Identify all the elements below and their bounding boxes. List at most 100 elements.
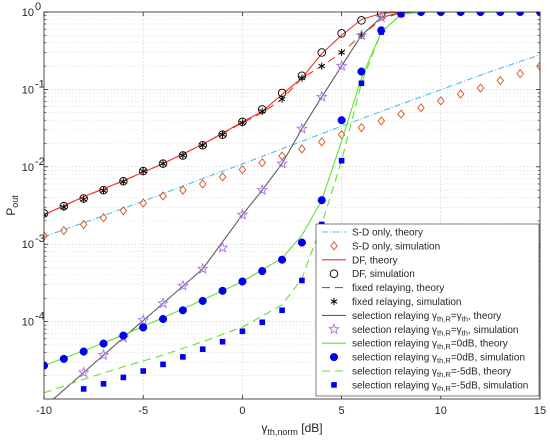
- data-point: [299, 277, 305, 284]
- data-point: [180, 354, 186, 360]
- data-point: [298, 74, 306, 82]
- y-tick-exponent: 0: [35, 1, 41, 13]
- legend-entry: selection relaying γth,R=0dB, theory: [322, 339, 508, 352]
- legend-entry: fixed relaying, simulation: [330, 297, 462, 308]
- data-point: [315, 90, 328, 102]
- data-point: [256, 183, 269, 196]
- data-point: [179, 185, 187, 195]
- data-point: [457, 12, 464, 15]
- y-tick-exponent: -4: [35, 311, 45, 323]
- legend-label: fixed relaying, theory: [352, 283, 444, 294]
- legend-label: selection relaying γth,R=γth, theory: [352, 311, 501, 324]
- legend-box: [315, 223, 540, 397]
- data-point: [276, 157, 289, 169]
- data-point: [476, 83, 485, 93]
- data-point: [397, 109, 405, 119]
- x-tick-label: -10: [36, 405, 52, 417]
- series: [44, 54, 540, 238]
- y-tick-exponent: -1: [35, 78, 45, 90]
- data-point: [278, 151, 286, 161]
- legend-entry: S-D only, theory: [322, 228, 423, 239]
- legend-label: selection relaying γth,R=0dB, theory: [352, 339, 508, 352]
- data-point: [139, 323, 148, 332]
- data-point: [178, 306, 187, 315]
- x-tick-label: 10: [435, 405, 447, 417]
- data-point: [258, 107, 266, 115]
- x-tick-label: 5: [339, 405, 345, 417]
- data-point: [357, 67, 366, 76]
- data-point: [258, 157, 267, 168]
- legend-swatch: [329, 353, 339, 362]
- legend-entry: selection relaying γth,R=-5dB, simulatio…: [331, 380, 528, 393]
- data-point: [218, 172, 227, 182]
- data-point: [279, 307, 285, 314]
- data-point: [198, 140, 207, 150]
- data-point: [77, 366, 90, 378]
- data-point: [239, 328, 246, 335]
- data-point: [198, 296, 207, 305]
- data-point: [196, 262, 209, 274]
- data-point: [517, 12, 523, 15]
- legend-label: fixed relaying, simulation: [352, 297, 462, 308]
- legend-label: S-D only, simulation: [352, 241, 440, 252]
- data-point: [159, 159, 167, 168]
- data-point: [298, 144, 306, 154]
- data-point: [99, 212, 108, 223]
- axis-titles: γth,norm [dB] Pout: [4, 195, 323, 437]
- y-tick-label: 10: [22, 317, 34, 329]
- data-point: [337, 116, 346, 125]
- series: [44, 12, 540, 216]
- series-line: [44, 12, 540, 216]
- data-point: [357, 16, 366, 25]
- data-point: [79, 219, 88, 230]
- data-point: [140, 368, 146, 374]
- data-point: [477, 12, 484, 15]
- data-point: [60, 225, 68, 236]
- y-axis-title: Pout: [4, 195, 20, 216]
- data-point: [44, 231, 48, 241]
- series: [44, 61, 540, 241]
- legend-entry: selection relaying γth,R=0dB, simulation: [329, 353, 525, 366]
- data-point: [278, 255, 287, 264]
- data-point: [199, 346, 206, 352]
- data-point: [259, 319, 266, 326]
- data-point: [496, 75, 505, 86]
- data-point: [516, 68, 524, 79]
- legend-swatch: [330, 297, 338, 306]
- data-point: [120, 374, 127, 381]
- legend-entry: S-D only, simulation: [330, 241, 440, 252]
- legend-swatch: [329, 269, 339, 278]
- data-point: [338, 48, 345, 57]
- data-point: [295, 122, 308, 134]
- legend-label: DF, theory: [352, 255, 398, 266]
- data-point: [238, 164, 247, 175]
- y-tick-exponent: -3: [35, 233, 45, 245]
- data-point: [317, 48, 327, 57]
- data-point: [80, 195, 88, 203]
- data-point: [60, 203, 68, 211]
- data-point: [337, 29, 346, 38]
- data-point: [137, 313, 150, 326]
- data-point: [219, 338, 226, 345]
- x-tick-label: 15: [534, 405, 546, 417]
- legend-entry: selection relaying γth,R=γth, theory: [322, 311, 501, 324]
- x-tick-label: -5: [138, 405, 148, 417]
- data-point: [219, 131, 226, 139]
- data-point: [100, 381, 107, 387]
- data-point: [120, 178, 127, 186]
- data-point: [97, 348, 110, 361]
- data-point: [536, 61, 540, 71]
- series-line: [44, 12, 540, 394]
- data-point: [59, 354, 68, 363]
- data-point: [80, 386, 87, 392]
- data-point: [418, 12, 424, 15]
- series: [44, 12, 540, 394]
- legend-swatch: [328, 323, 340, 335]
- data-point: [179, 151, 187, 160]
- data-point: [218, 286, 227, 295]
- legend-label: selection relaying γth,R=γth, simulation: [352, 325, 519, 338]
- legend-label: selection relaying γth,R=0dB, simulation: [352, 353, 525, 366]
- legend-label: S-D only, theory: [352, 228, 423, 239]
- data-point: [378, 29, 385, 35]
